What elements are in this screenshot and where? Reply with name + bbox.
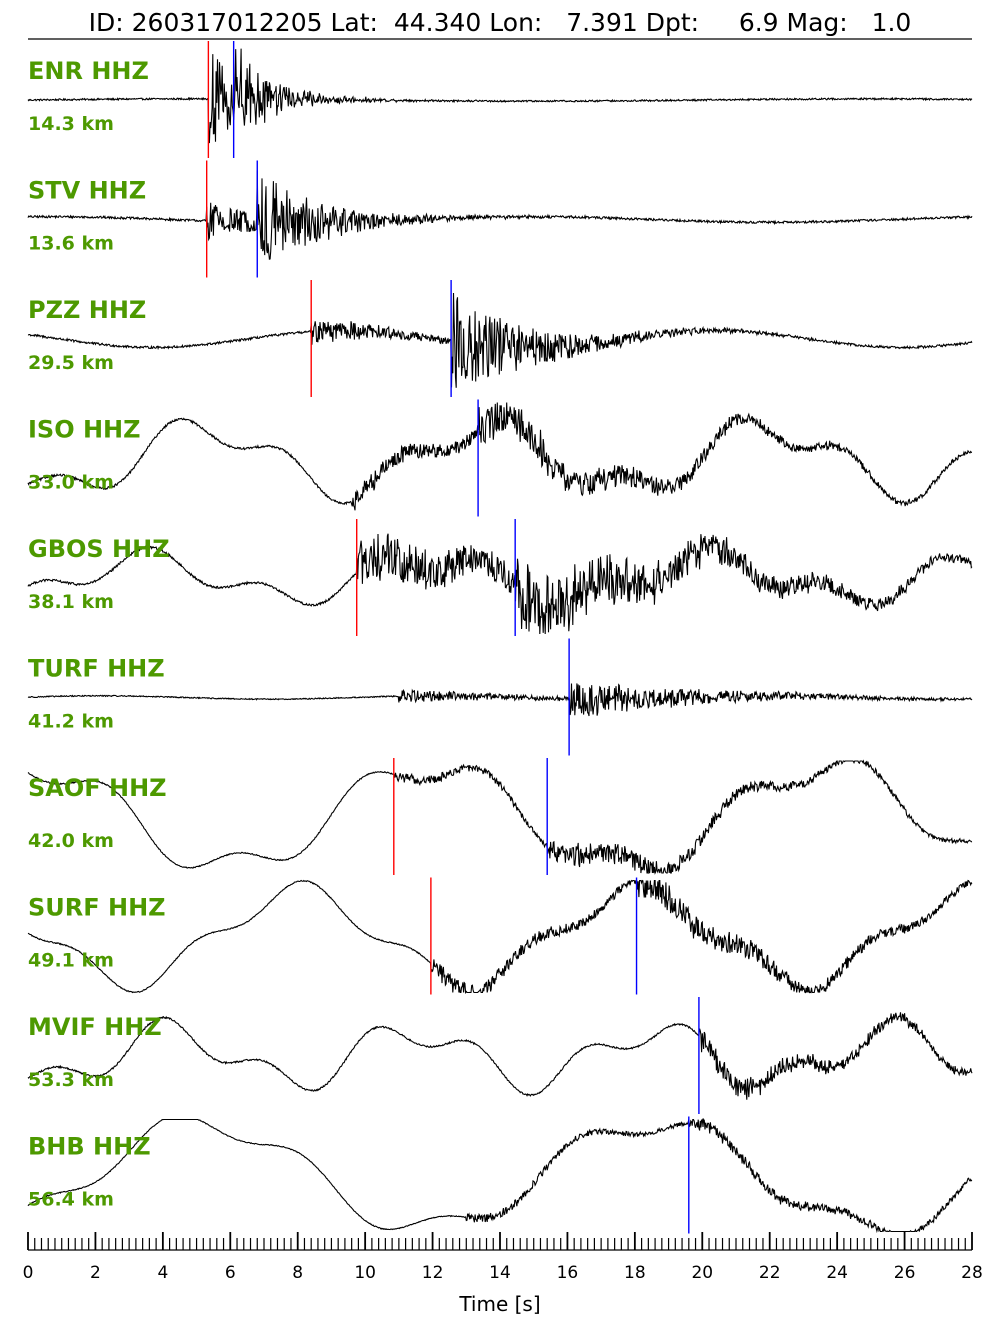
- mag-label: Mag:: [786, 8, 848, 37]
- waveform-trace: [27, 759, 973, 875]
- waveform-trace: [27, 1117, 973, 1234]
- depth-value: 6.9: [738, 8, 779, 37]
- trace-row: ENR HHZ 14.3 km: [27, 41, 973, 158]
- station-label: STV HHZ: [28, 177, 146, 205]
- trace-row: PZZ HHZ 29.5 km: [27, 280, 973, 397]
- trace-group: ENR HHZ 14.3 km STV HHZ 13.6 km PZZ HHZ 29.5 …: [27, 41, 973, 1234]
- lat-value: 44.340: [393, 8, 482, 37]
- trace-row: SAOF HHZ 42.0 km: [27, 758, 973, 875]
- station-label: PZZ HHZ: [28, 296, 146, 324]
- tick-label: 10: [354, 1263, 376, 1283]
- station-label: MVIF HHZ: [28, 1013, 162, 1041]
- tick-label: 8: [292, 1263, 303, 1283]
- distance-label: 38.1 km: [28, 591, 114, 613]
- lat-label: Lat:: [330, 8, 378, 37]
- station-label: GBOS HHZ: [28, 535, 170, 563]
- distance-label: 56.4 km: [28, 1189, 114, 1211]
- waveform-trace: [27, 402, 973, 511]
- x-axis-label: Time [s]: [458, 1292, 540, 1316]
- trace-row: MVIF HHZ 53.3 km: [27, 997, 973, 1114]
- tick-label: 16: [557, 1263, 579, 1283]
- tick-label: 4: [157, 1263, 168, 1283]
- tick-label: 18: [624, 1263, 646, 1283]
- waveform-trace: [27, 879, 973, 995]
- trace-row: TURF HHZ 41.2 km: [27, 638, 973, 756]
- distance-label: 13.6 km: [28, 233, 114, 255]
- tick-label: 0: [23, 1263, 34, 1283]
- mag-value: 1.0: [871, 8, 912, 37]
- id-label: ID:: [88, 8, 124, 37]
- waveform-trace: [27, 292, 973, 388]
- waveform-trace: [27, 170, 973, 260]
- station-label: TURF HHZ: [28, 655, 165, 683]
- tick-label: 2: [90, 1263, 101, 1283]
- station-label: BHB HHZ: [28, 1133, 151, 1161]
- station-label: SAOF HHZ: [28, 774, 167, 802]
- station-label: ENR HHZ: [28, 57, 149, 85]
- event-header: ID: 260317012205 Lat: 44.340 Lon: 7.391 …: [0, 6, 1000, 40]
- event-id: 260317012205: [131, 8, 323, 37]
- station-label: SURF HHZ: [28, 894, 166, 922]
- distance-label: 29.5 km: [28, 352, 114, 374]
- tick-label: 6: [225, 1263, 236, 1283]
- time-axis: 0 2 4 6 8 10 12 14 16 18 20 22 24 26 28: [23, 1232, 983, 1283]
- distance-label: 14.3 km: [28, 113, 114, 135]
- tick-label: 12: [422, 1263, 444, 1283]
- distance-label: 53.3 km: [28, 1069, 114, 1091]
- trace-row: ISO HHZ 33.0 km: [27, 399, 973, 517]
- waveform-trace: [27, 683, 973, 717]
- waveform-trace: [27, 533, 973, 635]
- waveform-trace: [27, 48, 973, 144]
- trace-row: GBOS HHZ 38.1 km: [27, 519, 973, 636]
- waveform-trace: [27, 1012, 973, 1100]
- tick-label: 14: [489, 1263, 511, 1283]
- trace-row: STV HHZ 13.6 km: [27, 160, 973, 278]
- tick-label: 28: [961, 1263, 983, 1283]
- distance-label: 42.0 km: [28, 830, 114, 852]
- lon-label: Lon:: [489, 8, 543, 37]
- tick-label: 20: [691, 1263, 713, 1283]
- tick-label: 24: [826, 1263, 848, 1283]
- tick-label: 22: [759, 1263, 781, 1283]
- tick-label: 26: [894, 1263, 916, 1283]
- distance-label: 49.1 km: [28, 950, 114, 972]
- depth-label: Dpt:: [645, 8, 700, 37]
- distance-label: 41.2 km: [28, 711, 114, 733]
- lon-value: 7.391: [566, 8, 638, 37]
- distance-label: 33.0 km: [28, 472, 114, 494]
- trace-row: BHB HHZ 56.4 km: [27, 1116, 973, 1234]
- station-label: ISO HHZ: [28, 416, 141, 444]
- trace-row: SURF HHZ 49.1 km: [27, 877, 973, 995]
